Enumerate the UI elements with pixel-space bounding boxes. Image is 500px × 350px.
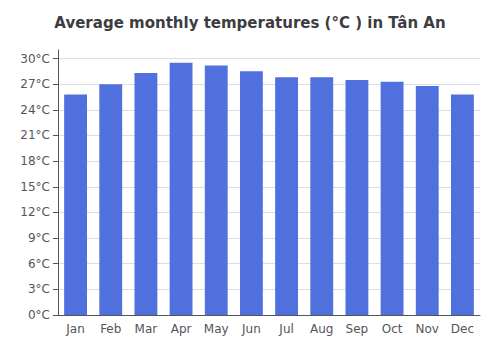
svg-text:9°C: 9°C [28,231,50,245]
svg-text:Nov: Nov [416,322,439,336]
svg-text:Aug: Aug [310,322,333,336]
svg-text:0°C: 0°C [28,308,50,322]
svg-text:18°C: 18°C [20,154,50,168]
svg-text:3°C: 3°C [28,282,50,296]
svg-text:6°C: 6°C [28,257,50,271]
svg-text:Jul: Jul [278,322,293,336]
svg-text:Jan: Jan [65,322,85,336]
svg-text:Sep: Sep [346,322,369,336]
svg-text:Mar: Mar [135,322,158,336]
svg-text:30°C: 30°C [20,52,50,66]
svg-text:Average monthly temperatures (: Average monthly temperatures (°C ) in Tâ… [54,14,445,32]
svg-text:Feb: Feb [100,322,121,336]
svg-text:May: May [204,322,229,336]
svg-text:15°C: 15°C [20,180,50,194]
svg-text:12°C: 12°C [20,205,50,219]
svg-text:Oct: Oct [382,322,403,336]
svg-text:27°C: 27°C [20,77,50,91]
svg-text:Apr: Apr [171,322,192,336]
svg-text:21°C: 21°C [20,128,50,142]
svg-text:Dec: Dec [451,322,474,336]
svg-text:24°C: 24°C [20,103,50,117]
svg-text:Jun: Jun [241,322,261,336]
